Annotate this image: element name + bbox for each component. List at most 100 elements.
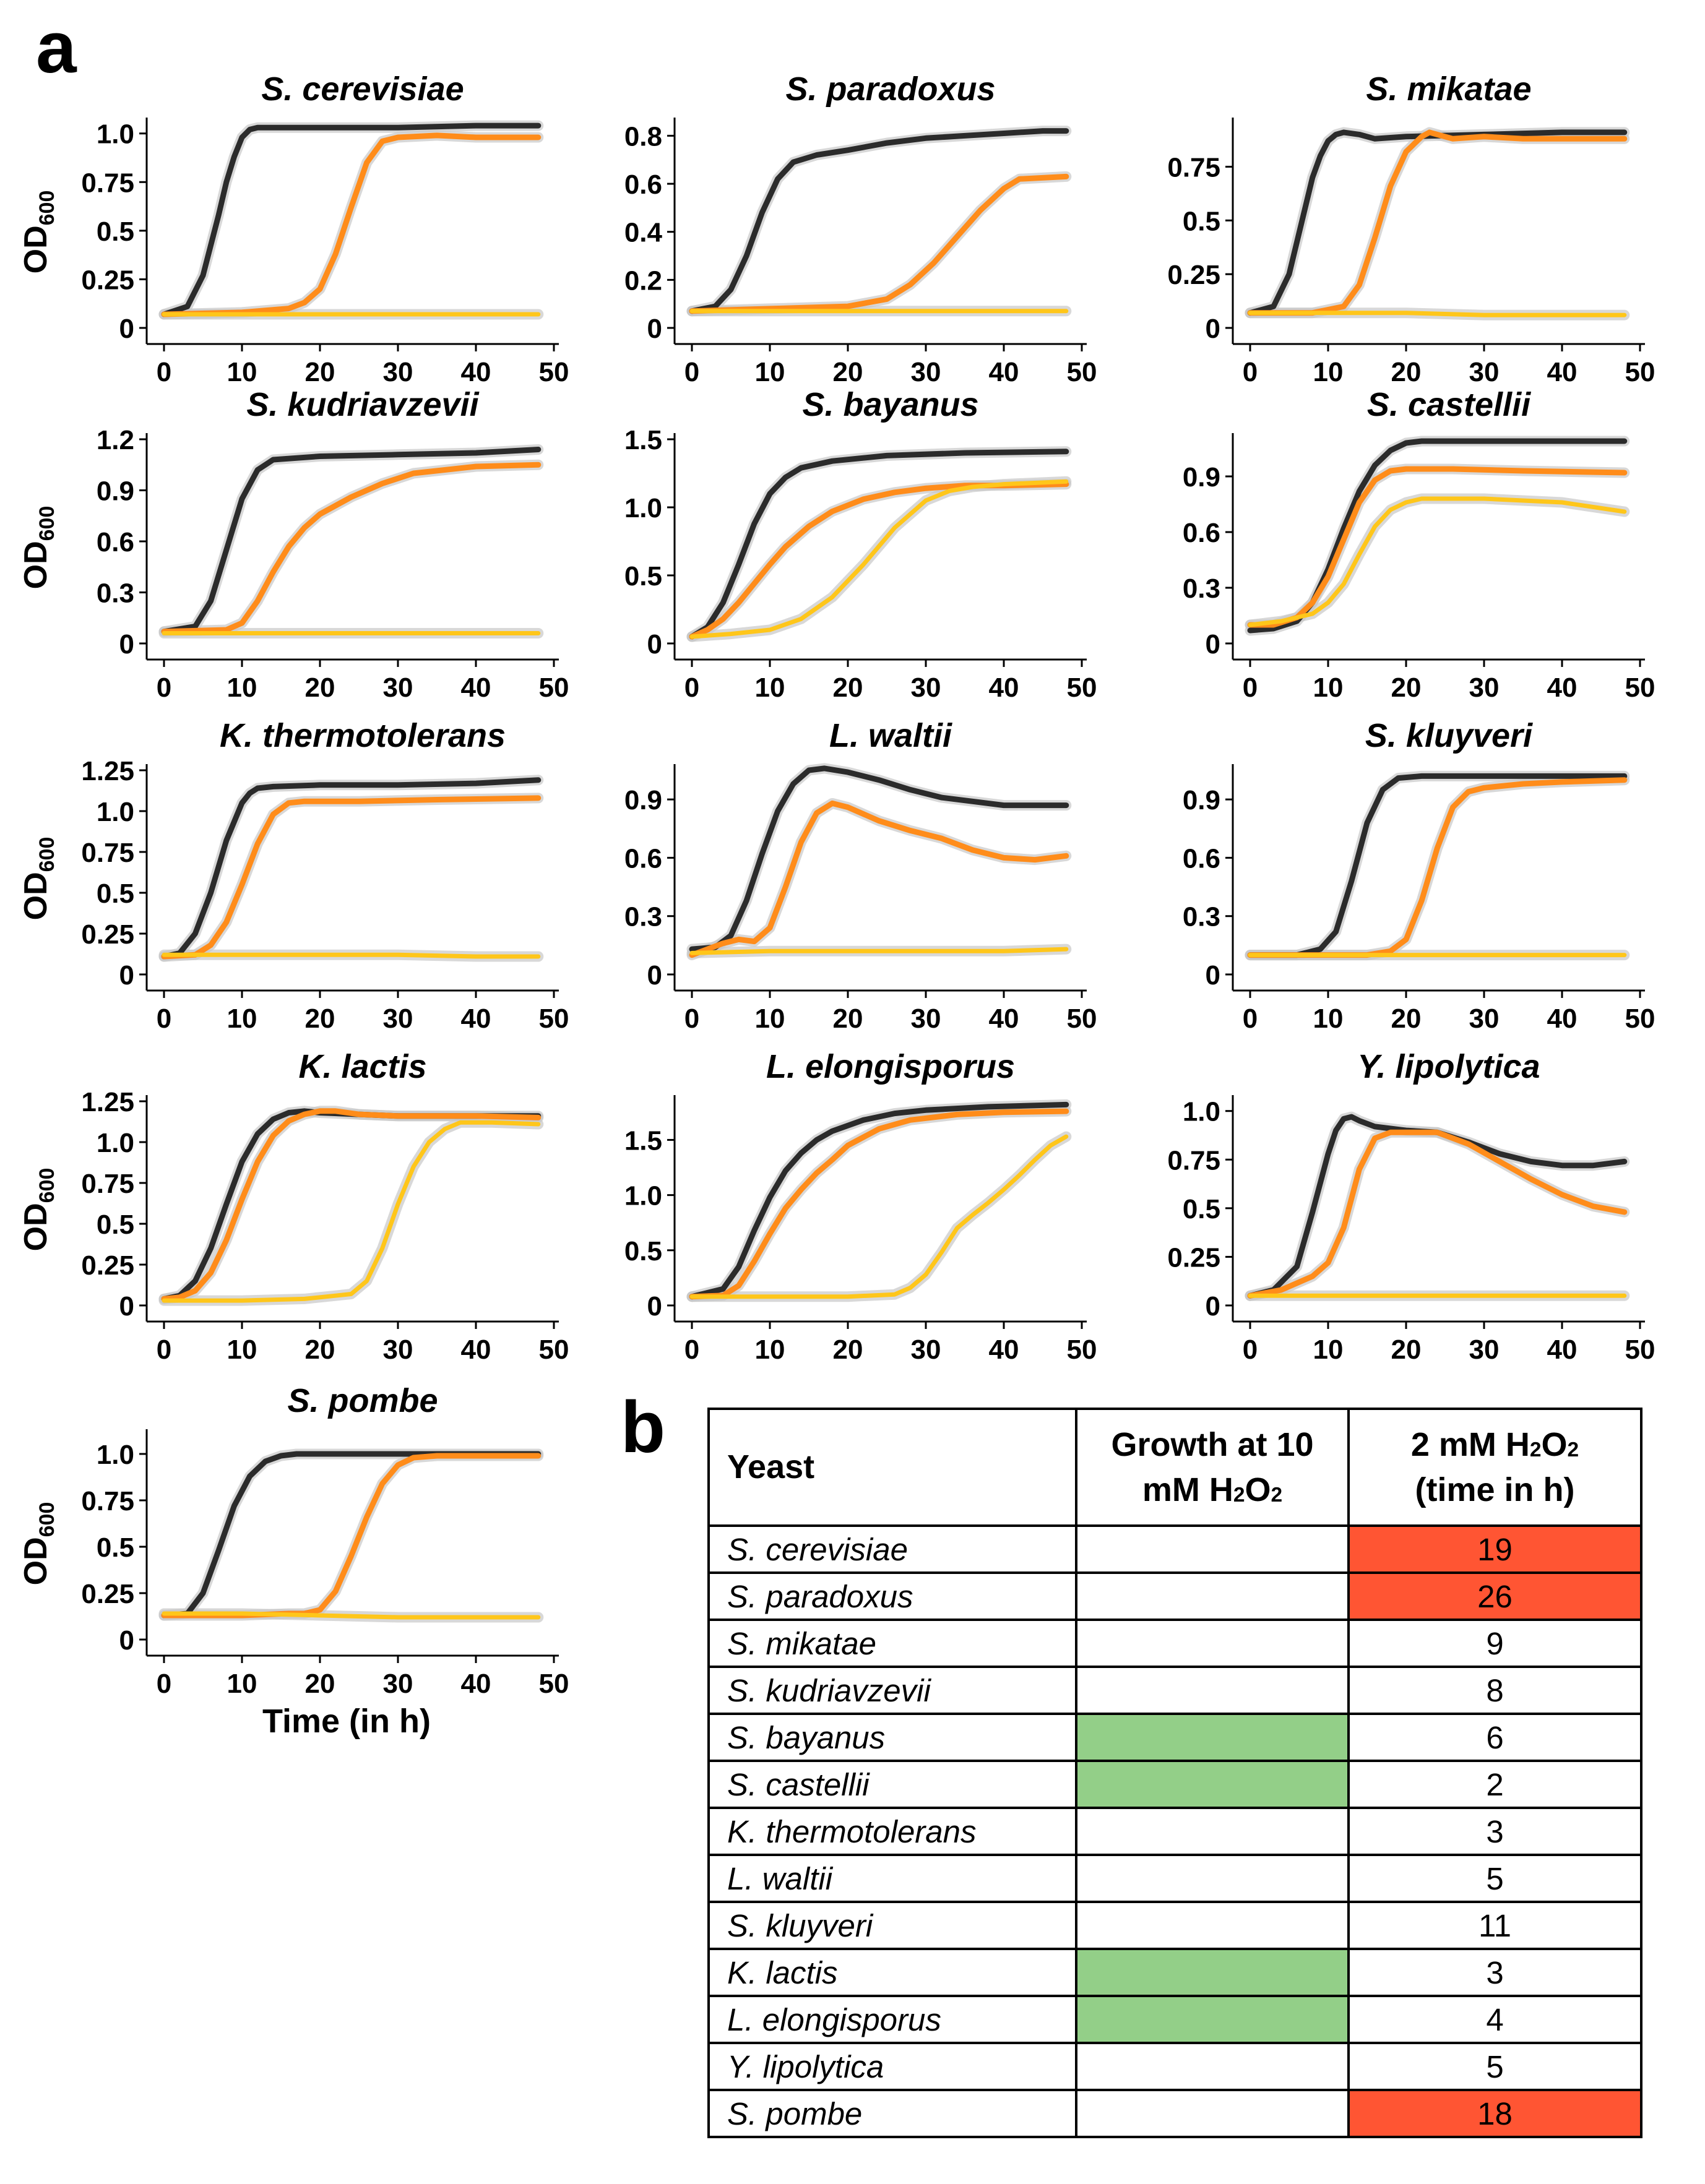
y-tick-label: 1.0	[624, 493, 662, 523]
x-tick-label: 20	[1391, 1335, 1422, 1365]
series-band-control	[1245, 127, 1630, 319]
time-2mm-cell: 9	[1347, 1619, 1642, 1668]
series-line-control	[689, 128, 1069, 314]
x-tick-label: 40	[461, 357, 491, 387]
series-line-h2o2-10mm	[162, 952, 541, 959]
yeast-name-cell: S. bayanus	[707, 1713, 1077, 1762]
y-tick-label: 0.6	[624, 170, 662, 200]
chart-title: K. thermotolerans	[220, 717, 506, 754]
growth-10mm-cell	[1075, 2089, 1350, 2138]
y-tick-label: 1.5	[624, 1125, 662, 1156]
x-tick-label: 0	[157, 1335, 171, 1365]
x-axis-label: Time (in h)	[262, 1703, 431, 1740]
series-band-control	[158, 1448, 544, 1621]
series-line-h2o2-2mm	[161, 1108, 542, 1302]
x-tick-label: 40	[1547, 1004, 1578, 1034]
x-tick-label: 50	[539, 1669, 569, 1699]
table-row: S. bayanus 6	[707, 1713, 1642, 1762]
y-tick-label: 0.5	[624, 561, 662, 591]
y-tick-label: 0.5	[97, 217, 134, 247]
series-line-control	[1247, 129, 1628, 316]
y-tick-label: 0.8	[624, 121, 662, 152]
x-tick-label: 10	[755, 673, 785, 703]
x-tick-label: 40	[461, 1335, 491, 1365]
y-tick-label: 1.2	[97, 425, 134, 455]
y-tick-label: 0	[1206, 629, 1220, 660]
y-tick-label: 0.5	[97, 879, 134, 909]
y-tick-label: 0	[119, 1625, 134, 1656]
x-tick-label: 40	[461, 673, 491, 703]
y-tick-label: 0.75	[1167, 1145, 1220, 1176]
y-tick-label: 0.25	[81, 265, 134, 295]
y-tick-label: 0.9	[1183, 785, 1220, 815]
x-tick-label: 0	[1243, 673, 1258, 703]
x-tick-label: 50	[1625, 1004, 1655, 1034]
x-tick-label: 30	[911, 357, 941, 387]
x-tick-label: 40	[461, 1004, 491, 1034]
chart-title: S. castellii	[1367, 386, 1531, 423]
series-line-h2o2-10mm	[689, 947, 1069, 955]
panel-b-label: b	[621, 1386, 666, 1468]
y-axis-label: OD600	[18, 1168, 59, 1252]
time-2mm-cell: 26	[1347, 1571, 1642, 1621]
time-2mm-cell: 5	[1347, 2042, 1642, 2091]
series-band-h2o2-2mm	[158, 459, 544, 637]
x-tick-label: 10	[755, 1004, 785, 1034]
series-line-h2o2-10mm	[1248, 496, 1627, 627]
y-tick-label: 0	[119, 960, 134, 991]
y-axis-label: OD600	[18, 837, 59, 921]
chart-title: S. paradoxus	[785, 71, 995, 108]
x-tick-label: 50	[1067, 673, 1097, 703]
x-tick-label: 0	[684, 673, 699, 703]
x-tick-label: 40	[989, 357, 1019, 387]
y-tick-label: 0	[647, 314, 662, 344]
y-tick-label: 0.25	[1167, 260, 1220, 290]
chart-s-kluyveri: S. kluyveri 0 0.3 0.6 0.9 0 10 20 30 40 50	[1183, 717, 1655, 1034]
table-row: Y. lipolytica 5	[707, 2042, 1642, 2091]
y-tick-label: 0	[119, 1291, 134, 1322]
x-tick-label: 20	[833, 1004, 863, 1034]
y-tick-label: 0.9	[1183, 462, 1220, 492]
series-line-control	[161, 777, 542, 960]
yeast-name-cell: S. pombe	[707, 2089, 1077, 2138]
yeast-name-cell: L. waltii	[707, 1854, 1077, 1903]
x-tick-label: 20	[305, 1669, 335, 1699]
y-tick-label: 1.0	[1183, 1097, 1220, 1127]
table-row: S. pombe 18	[707, 2089, 1642, 2138]
x-tick-label: 10	[227, 1335, 257, 1365]
yeast-name-cell: K. thermotolerans	[707, 1807, 1077, 1856]
chart-title: S. pombe	[287, 1382, 438, 1419]
y-tick-label: 1.0	[97, 797, 134, 827]
y-tick-label: 1.25	[81, 756, 134, 786]
x-tick-label: 30	[1469, 1004, 1500, 1034]
series-line-h2o2-10mm	[162, 1611, 541, 1620]
y-tick-label: 0.75	[1167, 152, 1220, 183]
x-tick-label: 20	[305, 1335, 335, 1365]
x-tick-label: 30	[383, 357, 413, 387]
series-band-h2o2-2mm	[1245, 775, 1630, 961]
y-tick-label: 1.0	[97, 1128, 134, 1158]
x-tick-label: 0	[157, 1669, 171, 1699]
yeast-name-cell: S. mikatae	[707, 1619, 1077, 1668]
growth-10mm-cell	[1075, 1713, 1350, 1762]
x-tick-label: 40	[1547, 357, 1578, 387]
growth-10mm-cell	[1075, 1948, 1350, 1997]
series-band-control	[686, 126, 1072, 317]
y-tick-label: 0.9	[97, 476, 134, 507]
chart-s-cerevisiae: S. cerevisiae 0 0.25 0.5 0.75 1.0 0 10 20 30 40 50 O…	[18, 71, 569, 387]
x-tick-label: 10	[755, 1335, 785, 1365]
x-tick-label: 10	[1313, 357, 1344, 387]
series-line-h2o2-2mm	[1247, 129, 1628, 316]
table-row: L. waltii 5	[707, 1854, 1642, 1903]
x-tick-label: 20	[305, 1004, 335, 1034]
table-row: K. lactis 3	[707, 1948, 1642, 1997]
y-tick-label: 0.6	[97, 527, 134, 557]
table-header-row: Yeast Growth at 10 mM H2O2 2 mM H2O2 (ti…	[707, 1408, 1642, 1527]
x-tick-label: 30	[383, 1669, 413, 1699]
y-tick-label: 0.75	[81, 1169, 134, 1199]
x-tick-label: 0	[157, 1004, 171, 1034]
y-tick-label: 0	[1206, 314, 1220, 344]
y-tick-label: 0.3	[1183, 574, 1220, 604]
growth-10mm-cell	[1075, 1666, 1350, 1715]
